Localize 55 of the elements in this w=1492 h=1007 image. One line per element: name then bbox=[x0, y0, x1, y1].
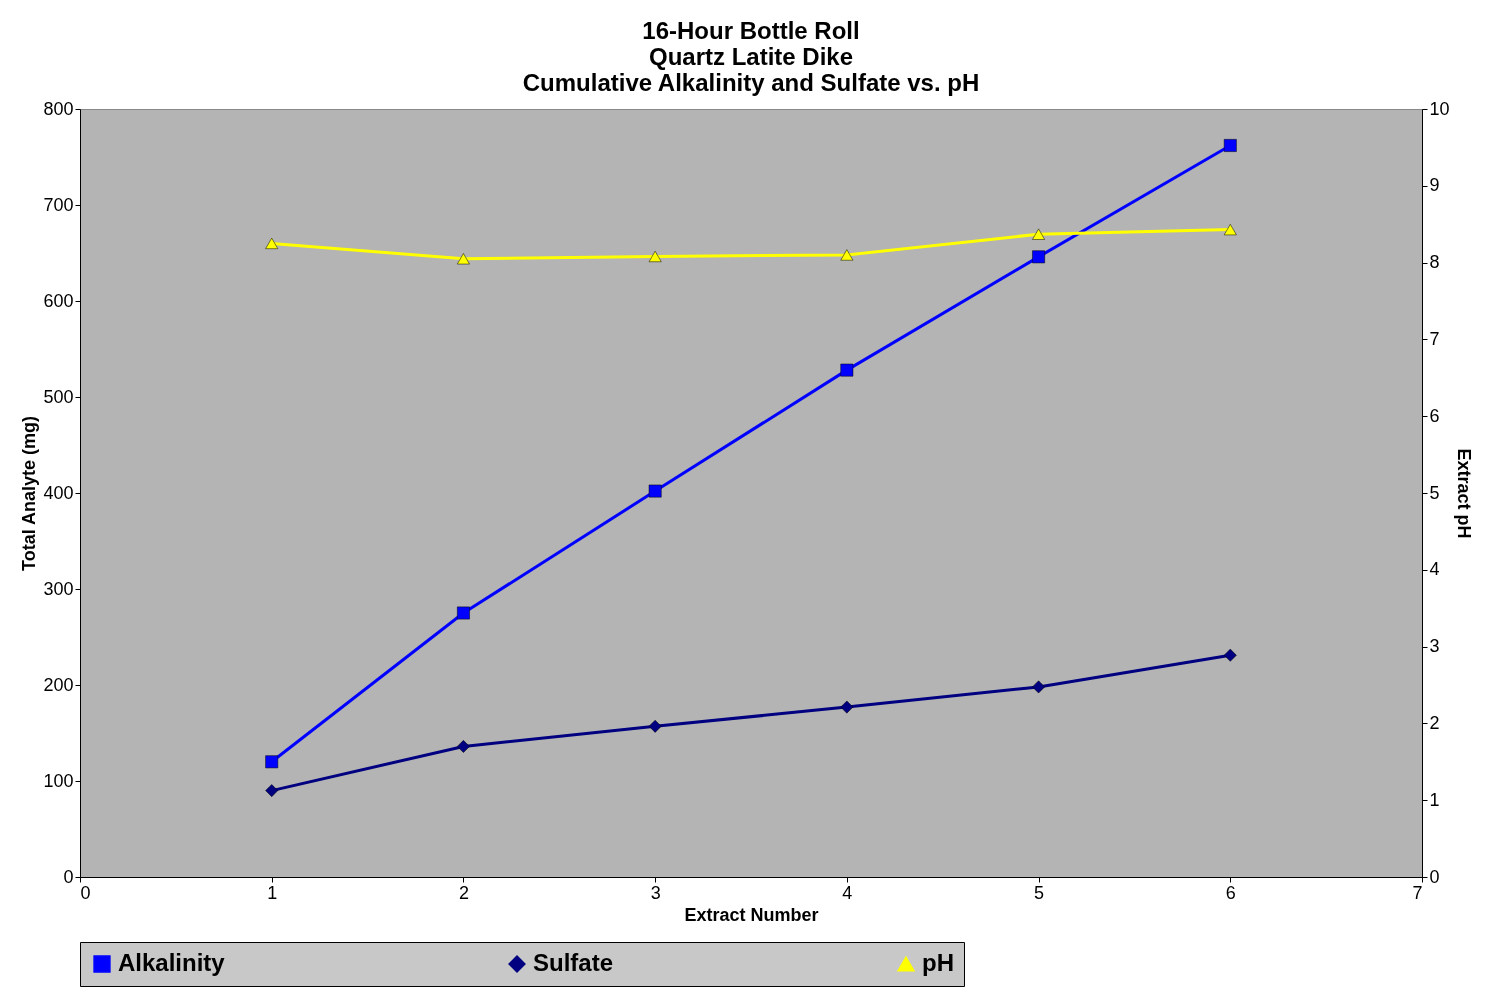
text: Quartz Latite Dike bbox=[648, 43, 854, 70]
y-tick-label: 400 bbox=[43, 482, 74, 503]
y-tick-label: 600 bbox=[43, 290, 74, 311]
point bbox=[840, 700, 854, 714]
point bbox=[840, 363, 854, 377]
x-tick-label: 2 bbox=[458, 882, 469, 903]
y2-tick-label: 10 bbox=[1429, 98, 1450, 119]
y2-tick-label: 8 bbox=[1429, 252, 1440, 273]
text: Cumulative Alkalinity and Sulfate vs. pH bbox=[522, 69, 980, 96]
point bbox=[840, 249, 854, 261]
y2-tick-label: 1 bbox=[1429, 789, 1440, 810]
x-tick-label: 1 bbox=[267, 882, 278, 903]
y-tick-label: 0 bbox=[63, 866, 74, 887]
y2-tick-label: 5 bbox=[1429, 482, 1440, 503]
y-tick-label: 500 bbox=[43, 386, 74, 407]
point bbox=[457, 253, 470, 265]
y2-tick-label: 4 bbox=[1429, 559, 1440, 580]
legend-label: pH bbox=[922, 949, 954, 976]
point bbox=[1223, 648, 1237, 662]
y2-tick-label: 6 bbox=[1429, 405, 1440, 426]
point bbox=[1032, 250, 1045, 264]
y2-axis-title: Extract pH bbox=[1453, 448, 1474, 539]
y2-tick-label: 2 bbox=[1429, 712, 1440, 733]
legend-label: Sulfate bbox=[533, 949, 614, 976]
point bbox=[648, 250, 662, 263]
x-tick-label: 0 bbox=[80, 882, 91, 903]
point bbox=[1032, 680, 1045, 694]
x-tick-label: 6 bbox=[1225, 882, 1236, 903]
y-tick-label: 300 bbox=[43, 578, 74, 599]
point bbox=[265, 784, 279, 797]
y-tick-label: 100 bbox=[43, 770, 74, 791]
point bbox=[648, 719, 662, 733]
point bbox=[1223, 224, 1237, 236]
x-tick-label: 3 bbox=[650, 882, 661, 903]
legend-label: Alkalinity bbox=[118, 949, 226, 976]
y-tick-label: 800 bbox=[43, 98, 74, 119]
point bbox=[265, 237, 279, 249]
y2-tick-label: 0 bbox=[1429, 866, 1440, 887]
y2-tick-label: 3 bbox=[1429, 636, 1440, 657]
x-tick-label: 7 bbox=[1412, 882, 1423, 903]
point bbox=[1223, 139, 1237, 152]
y-tick-label: 200 bbox=[43, 674, 74, 695]
text: 16-Hour Bottle Roll bbox=[642, 17, 860, 44]
y2-tick-label: 9 bbox=[1429, 175, 1440, 196]
point bbox=[1032, 228, 1045, 240]
point bbox=[457, 740, 470, 753]
x-tick-label: 5 bbox=[1034, 882, 1045, 903]
y-tick-label: 700 bbox=[43, 194, 74, 215]
point bbox=[648, 484, 662, 498]
x-tick-label: 4 bbox=[842, 882, 853, 903]
y2-tick-label: 7 bbox=[1429, 328, 1440, 349]
x-axis-title: Extract Number bbox=[684, 904, 819, 925]
point bbox=[457, 606, 470, 620]
point bbox=[265, 755, 279, 769]
y-axis-title: Total Analyte (mg) bbox=[19, 415, 40, 572]
